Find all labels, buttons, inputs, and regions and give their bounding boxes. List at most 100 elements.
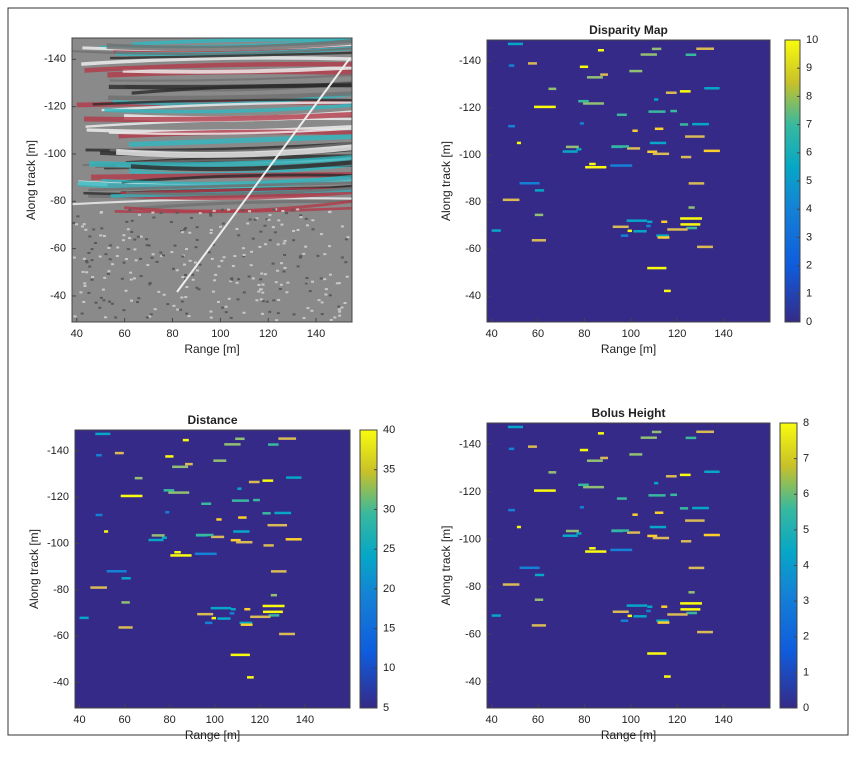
- heatmap-streak: [502, 583, 520, 586]
- image-noise: [261, 300, 265, 303]
- image-noise: [323, 278, 327, 281]
- image-band: [130, 160, 353, 172]
- heatmap-streak: [534, 489, 556, 492]
- image-noise: [329, 318, 333, 321]
- heatmap-streak: [651, 430, 662, 434]
- image-band: [115, 144, 353, 158]
- colorbar-tick-label: 6: [806, 147, 812, 159]
- image-noise: [276, 312, 280, 315]
- image-noise: [137, 213, 141, 216]
- heatmap-streak: [640, 436, 657, 439]
- heatmap-streak: [104, 530, 109, 533]
- heatmap-streak: [578, 99, 589, 103]
- heatmap-streak: [586, 76, 603, 79]
- image-noise: [304, 217, 308, 220]
- heatmap-streak: [165, 510, 170, 514]
- image-noise: [261, 283, 265, 286]
- x-axis-label: Range [m]: [184, 342, 239, 356]
- image-noise: [72, 256, 76, 259]
- image-noise: [152, 216, 156, 219]
- heatmap-streak: [491, 229, 501, 232]
- heatmap-background: [487, 40, 770, 322]
- image-noise: [224, 311, 228, 314]
- heatmap-streak: [632, 129, 638, 132]
- image-noise: [248, 218, 252, 221]
- x-tick-label: 100: [206, 714, 224, 726]
- image-noise: [83, 284, 87, 287]
- image-noise: [308, 290, 312, 293]
- heatmap-streak: [640, 53, 657, 56]
- image-noise: [209, 310, 213, 313]
- heatmap-streak: [686, 611, 697, 615]
- image-noise: [242, 255, 246, 258]
- heatmap-streak: [229, 612, 235, 615]
- colorbar-tick-label: 2: [806, 260, 812, 272]
- heatmap-streak: [548, 87, 557, 91]
- image-band: [121, 173, 353, 184]
- heatmap-streak: [657, 621, 670, 624]
- heatmap-streak: [680, 155, 692, 159]
- heatmap-streak: [686, 226, 697, 230]
- image-noise: [236, 298, 240, 301]
- image-noise: [169, 221, 173, 224]
- image-noise: [220, 208, 224, 211]
- image-noise: [257, 283, 261, 286]
- image-noise: [122, 234, 126, 237]
- image-band: [88, 181, 353, 192]
- heatmap-streak: [224, 443, 241, 446]
- heatmap-streak: [627, 531, 641, 534]
- image-noise: [209, 212, 213, 215]
- heatmap-streak: [612, 610, 629, 614]
- image-noise: [323, 253, 327, 256]
- y-tick-label: -60: [465, 243, 481, 255]
- image-noise: [292, 239, 296, 242]
- image-noise: [191, 278, 195, 281]
- image-noise: [283, 266, 287, 269]
- axes-frame: [486, 39, 771, 323]
- image-noise: [222, 256, 226, 259]
- y-tick-label: -120: [459, 486, 481, 498]
- heatmap-streak: [692, 506, 709, 510]
- image-noise: [311, 219, 315, 222]
- image-noise: [139, 235, 143, 238]
- image-noise: [100, 227, 104, 230]
- image-noise: [183, 273, 187, 276]
- image-noise: [285, 291, 289, 294]
- heatmap-streak: [562, 150, 578, 153]
- image-noise: [257, 290, 261, 293]
- image-noise: [261, 312, 265, 315]
- heatmap-streak: [576, 148, 582, 151]
- heatmap-streak: [646, 609, 651, 613]
- heatmap-streak: [688, 591, 695, 594]
- image-noise: [137, 297, 141, 300]
- image-noise: [250, 250, 254, 253]
- image-noise: [296, 228, 300, 231]
- image-noise: [107, 247, 111, 250]
- heatmap-streak: [600, 73, 608, 76]
- heatmap-streak: [534, 573, 545, 577]
- image-noise: [183, 228, 187, 231]
- image-noise: [72, 221, 76, 224]
- image-noise: [280, 262, 284, 265]
- heatmap-streak: [680, 602, 702, 605]
- heatmap-streak: [597, 48, 604, 52]
- image-noise: [292, 229, 296, 232]
- axes-title: Distance: [187, 413, 237, 427]
- image-noise: [148, 281, 152, 284]
- heatmap-streak: [597, 432, 604, 435]
- heatmap-streak: [274, 511, 292, 515]
- heatmap-streak: [90, 586, 107, 589]
- image-noise: [255, 299, 259, 302]
- image-noise: [237, 234, 241, 237]
- image-noise: [263, 273, 267, 276]
- image-noise: [87, 291, 91, 294]
- heatmap-streak: [578, 483, 589, 487]
- heatmap-streak: [534, 598, 544, 601]
- heatmap-streak: [646, 224, 651, 228]
- image-noise: [299, 255, 303, 258]
- image-band: [83, 111, 353, 123]
- colorbar-tick-label: 25: [383, 543, 395, 555]
- image-noise: [115, 255, 119, 258]
- y-axis-label: Along track [m]: [439, 141, 453, 221]
- heatmap-streak: [134, 476, 143, 480]
